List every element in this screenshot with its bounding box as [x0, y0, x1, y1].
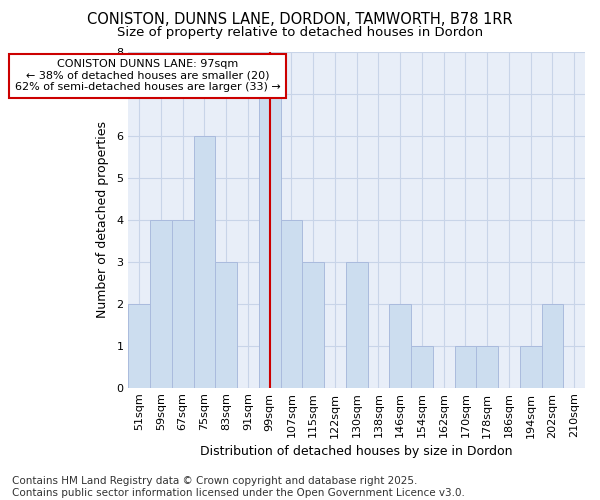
- Bar: [215, 262, 237, 388]
- Bar: [389, 304, 411, 388]
- Bar: [150, 220, 172, 388]
- Text: CONISTON, DUNNS LANE, DORDON, TAMWORTH, B78 1RR: CONISTON, DUNNS LANE, DORDON, TAMWORTH, …: [87, 12, 513, 26]
- X-axis label: Distribution of detached houses by size in Dordon: Distribution of detached houses by size …: [200, 444, 513, 458]
- Bar: [542, 304, 563, 388]
- Bar: [476, 346, 498, 388]
- Bar: [194, 136, 215, 388]
- Text: CONISTON DUNNS LANE: 97sqm
← 38% of detached houses are smaller (20)
62% of semi: CONISTON DUNNS LANE: 97sqm ← 38% of deta…: [14, 59, 280, 92]
- Bar: [455, 346, 476, 388]
- Text: Size of property relative to detached houses in Dordon: Size of property relative to detached ho…: [117, 26, 483, 39]
- Bar: [128, 304, 150, 388]
- Bar: [520, 346, 542, 388]
- Bar: [346, 262, 368, 388]
- Text: Contains HM Land Registry data © Crown copyright and database right 2025.
Contai: Contains HM Land Registry data © Crown c…: [12, 476, 465, 498]
- Bar: [302, 262, 324, 388]
- Y-axis label: Number of detached properties: Number of detached properties: [97, 121, 109, 318]
- Bar: [411, 346, 433, 388]
- Bar: [172, 220, 194, 388]
- Bar: [281, 220, 302, 388]
- Bar: [259, 94, 281, 388]
